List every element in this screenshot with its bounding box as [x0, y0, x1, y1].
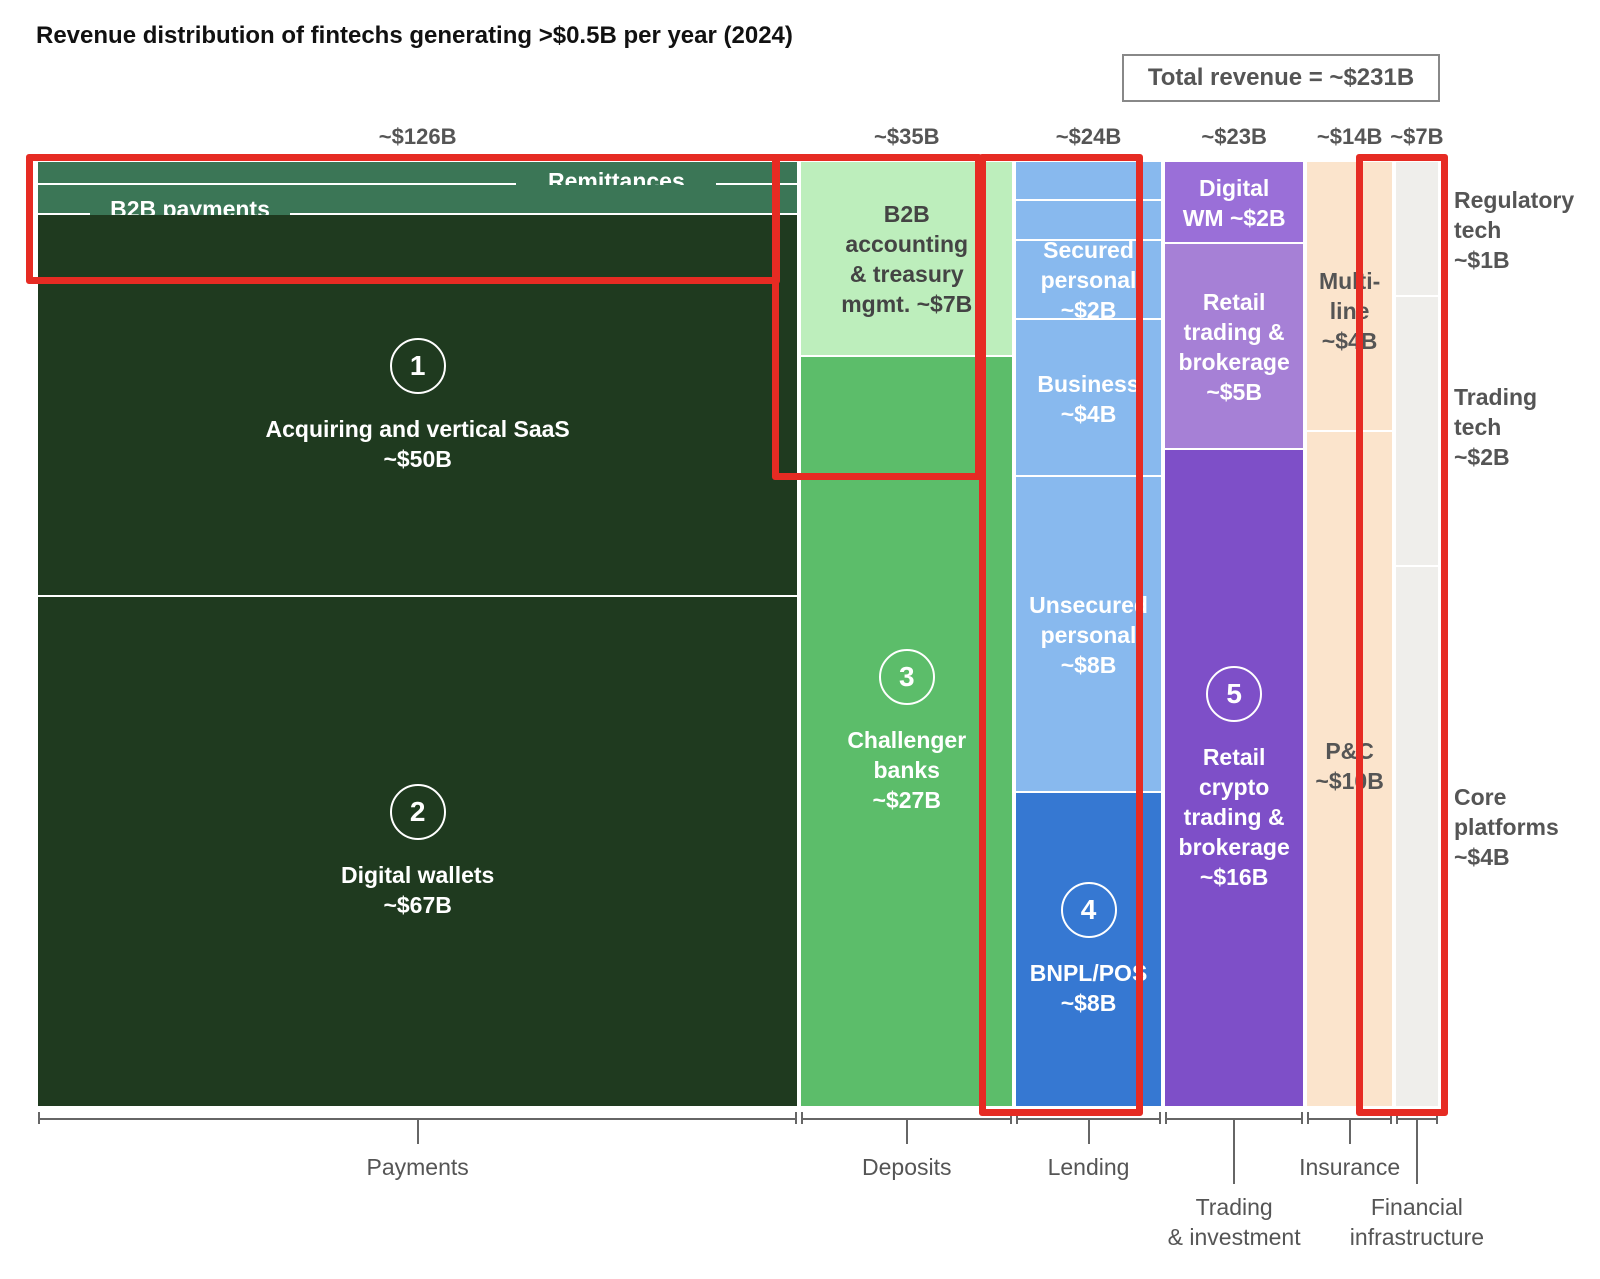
axis-tick	[1436, 1112, 1438, 1124]
highlight-box	[1356, 154, 1448, 1116]
segment-label: Acquiring and vertical SaaS ~$50B	[265, 416, 570, 473]
column-total-label: ~$24B	[1055, 124, 1122, 149]
segment-label: Retail trading & brokerage ~$5B	[1178, 289, 1290, 406]
axis-tick	[1389, 1112, 1392, 1124]
segment-label: Secured personal ~$2B	[1040, 237, 1137, 324]
chart-title: Revenue distribution of fintechs generat…	[36, 22, 793, 49]
column-total-label: ~$7B	[1390, 124, 1444, 149]
segment-block	[1164, 449, 1304, 1108]
segment-block	[1307, 162, 1392, 433]
segment-number-badge: 3	[878, 649, 935, 706]
segment-label: Regulatory tech ~$1B	[1454, 186, 1575, 273]
segment-number-badge: 5	[1206, 665, 1263, 722]
axis-tick	[801, 1112, 804, 1124]
segment-block	[1395, 567, 1438, 1108]
segment-block	[38, 596, 798, 1108]
column-total-label: ~$35B	[874, 124, 940, 149]
segment-label: Retail crypto trading & brokerage ~$16B	[1178, 743, 1290, 890]
column-total-label: ~$14B	[1316, 124, 1383, 149]
segment-label: Trading tech ~$2B	[1454, 384, 1538, 471]
axis-stem	[1087, 1118, 1090, 1144]
segment-label: Business ~$4B	[1037, 370, 1140, 427]
segment-block	[1164, 244, 1304, 450]
axis-tick	[1164, 1112, 1167, 1124]
axis-tick	[1016, 1112, 1019, 1124]
axis-tick	[795, 1112, 798, 1124]
segment-label: Unsecured personal ~$8B	[1029, 592, 1148, 678]
segment-label: P&C ~$10B	[1315, 738, 1384, 795]
segment-block	[1307, 432, 1392, 1108]
segment-label: Digital WM ~$2B	[1182, 175, 1286, 232]
highlight-box	[772, 154, 982, 480]
axis-tick	[1395, 1112, 1398, 1124]
segment-label: Challenger banks ~$27B	[847, 727, 967, 814]
segment-number-badge: 1	[389, 338, 446, 395]
segment-block	[1164, 162, 1304, 245]
segment-block	[1395, 162, 1438, 298]
highlight-box	[979, 154, 1143, 1116]
axis-stem	[1233, 1118, 1236, 1184]
axis-tick	[1010, 1112, 1013, 1124]
segment-label: BNPL/POS ~$8B	[1029, 960, 1148, 1017]
axis-stem	[416, 1118, 419, 1144]
category-label: Lending	[1047, 1154, 1130, 1180]
category-label: Payments	[366, 1154, 469, 1180]
category-label: Deposits	[862, 1154, 952, 1180]
axis-tick	[1307, 1112, 1310, 1124]
segment-block	[1395, 297, 1438, 568]
column-total-label: ~$23B	[1201, 124, 1267, 149]
segment-number-badge: 2	[389, 784, 446, 841]
axis-stem	[1415, 1118, 1418, 1184]
category-label: Insurance	[1299, 1154, 1401, 1180]
segment-label: B2B accounting & treasury mgmt. ~$7B	[841, 201, 973, 318]
axis-stem	[1348, 1118, 1351, 1144]
category-label: Trading & investment	[1167, 1194, 1301, 1250]
axis-stem	[905, 1118, 908, 1144]
segment-label: Core platforms ~$4B	[1454, 784, 1559, 871]
axis-tick	[38, 1112, 40, 1124]
segment-number-badge: 4	[1060, 882, 1117, 939]
segment-label: Digital wallets ~$67B	[340, 862, 495, 919]
segment-block	[801, 356, 1013, 1108]
total-revenue-box: Total revenue = ~$231B	[1122, 54, 1440, 102]
axis-tick	[1301, 1112, 1304, 1124]
highlight-box	[26, 154, 780, 284]
axis-tick	[1158, 1112, 1161, 1124]
column-total-label: ~$126B	[378, 124, 457, 149]
category-label: Financial infrastructure	[1349, 1194, 1485, 1250]
